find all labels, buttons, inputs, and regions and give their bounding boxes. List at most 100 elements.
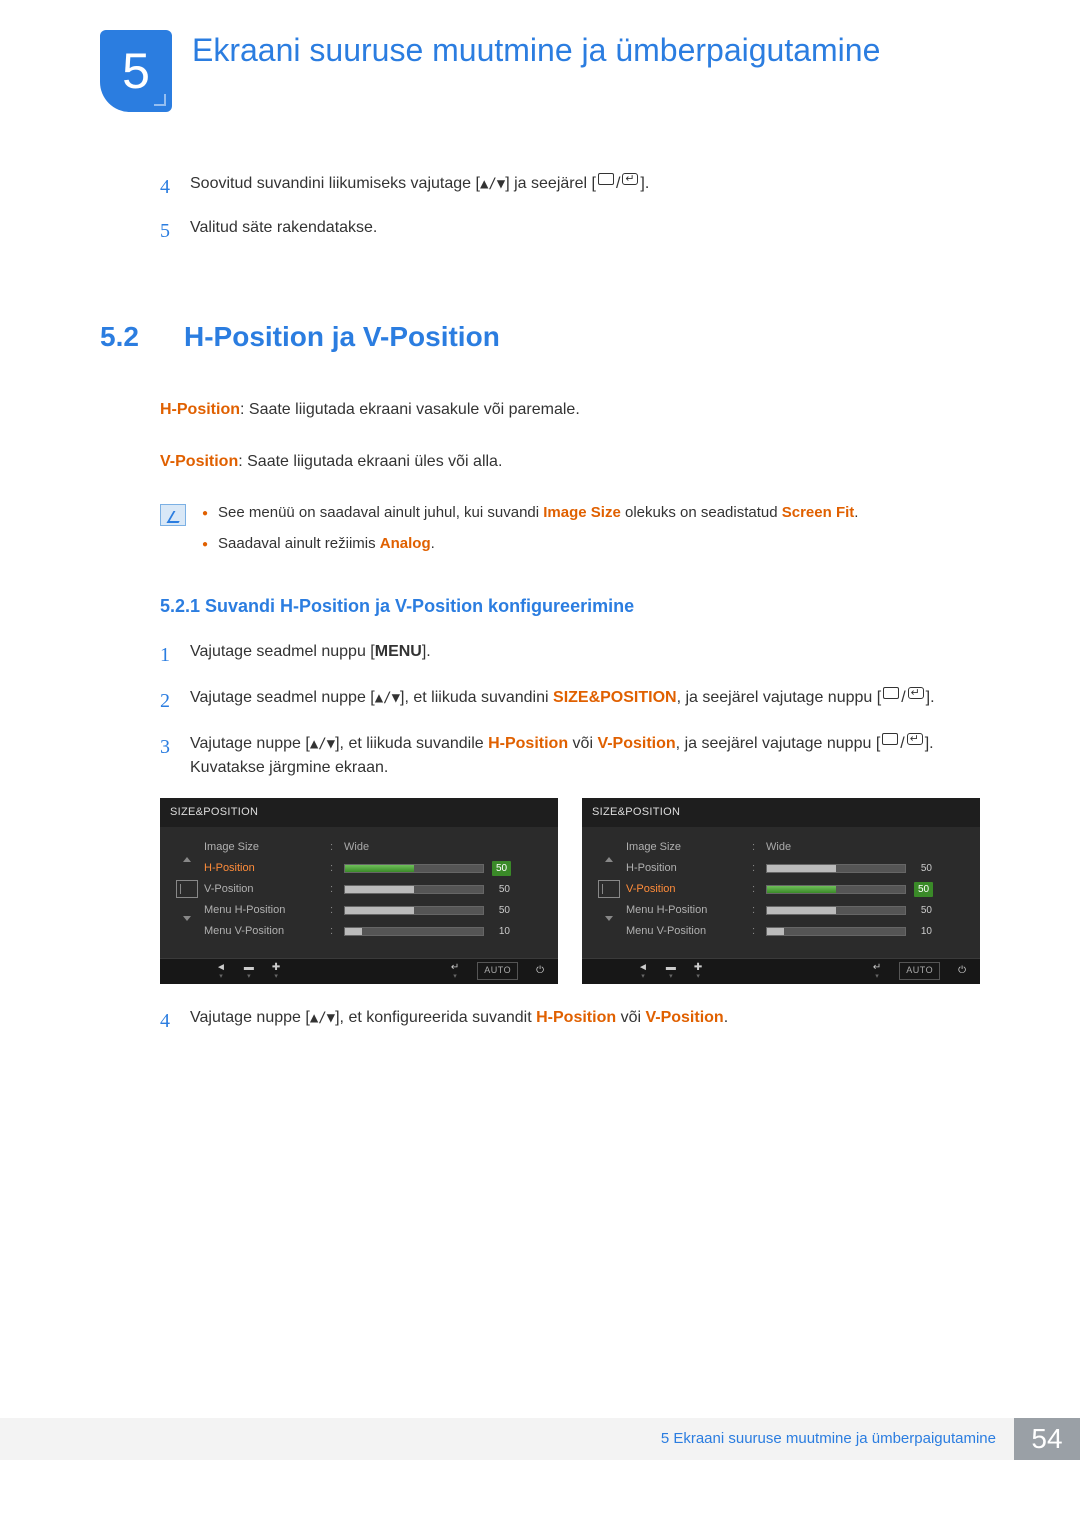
page-footer: 5 Ekraani suuruse muutmine ja ümberpaigu… [0,1418,1080,1460]
osd-menu-item[interactable]: H-Position:50 [626,858,966,879]
osd-menu-item[interactable]: H-Position:50 [204,858,544,879]
osd-slider[interactable] [766,885,906,894]
osd-enter-icon[interactable]: ↵▾ [873,963,881,980]
vposition-label: V-Position [160,453,238,470]
osd-slider[interactable] [766,927,906,936]
section-title: H-Position ja V-Position [184,316,500,358]
note-item: ● Saadaval ainult režiimis Analog. [202,533,858,556]
osd-item-label: Menu V-Position [626,923,746,940]
hposition-description: H-Position: Saate liigutada ekraani vasa… [160,398,980,422]
osd-back-icon[interactable]: ◄▾ [216,963,226,980]
step-5: 5 Valitud säte rakendatakse. [160,216,980,246]
osd-item-label: Image Size [626,839,746,856]
chapter-number-badge: 5 [100,30,172,112]
menu-enter-icon: / [598,172,638,196]
note-icon [160,504,186,526]
osd-item-label: H-Position [626,860,746,877]
menu-enter-icon: / [883,686,923,710]
osd-screenshots-row: SIZE&POSITIONImage Size:WideH-Position:5… [160,798,980,984]
osd-menu-item[interactable]: Menu H-Position:50 [626,900,966,921]
step-number: 2 [160,686,176,716]
step-text: Soovitud suvandini liikumiseks vajutage … [190,172,649,202]
footer-page-number: 54 [1014,1418,1080,1460]
menu-enter-icon: / [882,732,922,756]
osd-item-label: V-Position [626,881,746,898]
configure-steps-cont: 4 Vajutage nuppe [▲/▼], et konfigureerid… [160,1006,980,1036]
subsection-heading: 5.2.1 Suvandi H-Position ja V-Position k… [160,593,980,620]
osd-minus-icon[interactable]: ▬▾ [666,963,676,980]
osd-menu-item[interactable]: Menu V-Position:10 [626,921,966,942]
osd-item-label: V-Position [204,881,324,898]
osd-panel-left: SIZE&POSITION Image Size:WideH-Position:5… [160,798,558,984]
osd-back-icon[interactable]: ◄▾ [638,963,648,980]
bullet-icon: ● [202,506,208,529]
step-number: 4 [160,1006,176,1036]
step-1: 1 Vajutage seadmel nuppu [MENU]. [160,640,980,670]
osd-auto-button[interactable]: AUTO [899,962,940,980]
step-4: 4 Soovitud suvandini liikumiseks vajutag… [160,172,980,202]
osd-enter-icon[interactable]: ↵▾ [451,963,459,980]
chapter-title: Ekraani suuruse muutmine ja ümberpaiguta… [192,30,880,70]
osd-slider[interactable] [344,885,484,894]
step-number: 3 [160,732,176,780]
step-4: 4 Vajutage nuppe [▲/▼], et konfigureerid… [160,1006,980,1036]
osd-power-icon[interactable]: ⏻ [536,966,544,976]
osd-sidebar [170,837,204,942]
menu-button-label: MENU [375,643,422,660]
osd-plus-icon[interactable]: ✚▾ [272,963,280,980]
up-down-icon: ▲/▼ [375,690,400,706]
osd-item-value: Wide [344,839,369,856]
osd-item-value: 10 [492,924,510,939]
osd-item-value: 50 [492,903,510,918]
osd-menu-item[interactable]: Menu H-Position:50 [204,900,544,921]
osd-slider[interactable] [344,927,484,936]
step-number: 5 [160,216,176,246]
osd-minus-icon[interactable]: ▬▾ [244,963,254,980]
section-number: 5.2 [100,316,160,358]
osd-auto-button[interactable]: AUTO [477,962,518,980]
osd-power-icon[interactable]: ⏻ [958,966,966,976]
osd-menu-item[interactable]: V-Position:50 [204,879,544,900]
osd-sidebar [592,837,626,942]
step-2: 2 Vajutage seadmel nuppe [▲/▼], et liiku… [160,686,980,716]
osd-menu-item[interactable]: V-Position:50 [626,879,966,900]
osd-plus-icon[interactable]: ✚▾ [694,963,702,980]
osd-slider[interactable] [766,864,906,873]
footer-chapter-ref: 5 Ekraani suuruse muutmine ja ümberpaigu… [0,1418,1014,1460]
osd-item-label: Menu H-Position [204,902,324,919]
osd-menu-item[interactable]: Image Size:Wide [204,837,544,858]
osd-title: SIZE&POSITION [582,798,980,827]
osd-slider[interactable] [344,864,484,873]
hposition-label: H-Position [160,401,240,418]
osd-panel-right: SIZE&POSITION Image Size:WideH-Position:5… [582,798,980,984]
note-list: ● See menüü on saadaval ainult juhul, ku… [202,502,858,563]
osd-menu-item[interactable]: Image Size:Wide [626,837,966,858]
chapter-header: 5 Ekraani suuruse muutmine ja ümberpaigu… [100,30,980,112]
osd-slider[interactable] [766,906,906,915]
osd-item-value: 50 [492,861,511,876]
osd-item-value: 50 [914,882,933,897]
osd-item-value: 50 [914,903,932,918]
note-block: ● See menüü on saadaval ainult juhul, ku… [160,502,980,563]
osd-item-value: 50 [492,882,510,897]
section-heading: 5.2 H-Position ja V-Position [100,316,980,358]
step-number: 4 [160,172,176,202]
osd-item-value: 50 [914,861,932,876]
osd-item-label: H-Position [204,860,324,877]
up-down-icon: ▲/▼ [310,1010,335,1026]
page: 5 Ekraani suuruse muutmine ja ümberpaigu… [0,0,1080,1460]
step-number: 1 [160,640,176,670]
osd-title: SIZE&POSITION [160,798,558,827]
osd-item-value: 10 [914,924,932,939]
note-item: ● See menüü on saadaval ainult juhul, ku… [202,502,858,525]
osd-item-value: Wide [766,839,791,856]
osd-category-icon [598,880,620,898]
osd-menu-item[interactable]: Menu V-Position:10 [204,921,544,942]
step-3: 3 Vajutage nuppe [▲/▼], et liikuda suvan… [160,732,980,780]
step-text: Valitud säte rakendatakse. [190,216,377,246]
osd-item-label: Menu V-Position [204,923,324,940]
osd-slider[interactable] [344,906,484,915]
vposition-description: V-Position: Saate liigutada ekraani üles… [160,450,980,474]
osd-footer: ◄▾ ▬▾ ✚▾ ↵▾ AUTO ⏻ [582,958,980,984]
up-down-icon: ▲/▼ [480,176,505,192]
